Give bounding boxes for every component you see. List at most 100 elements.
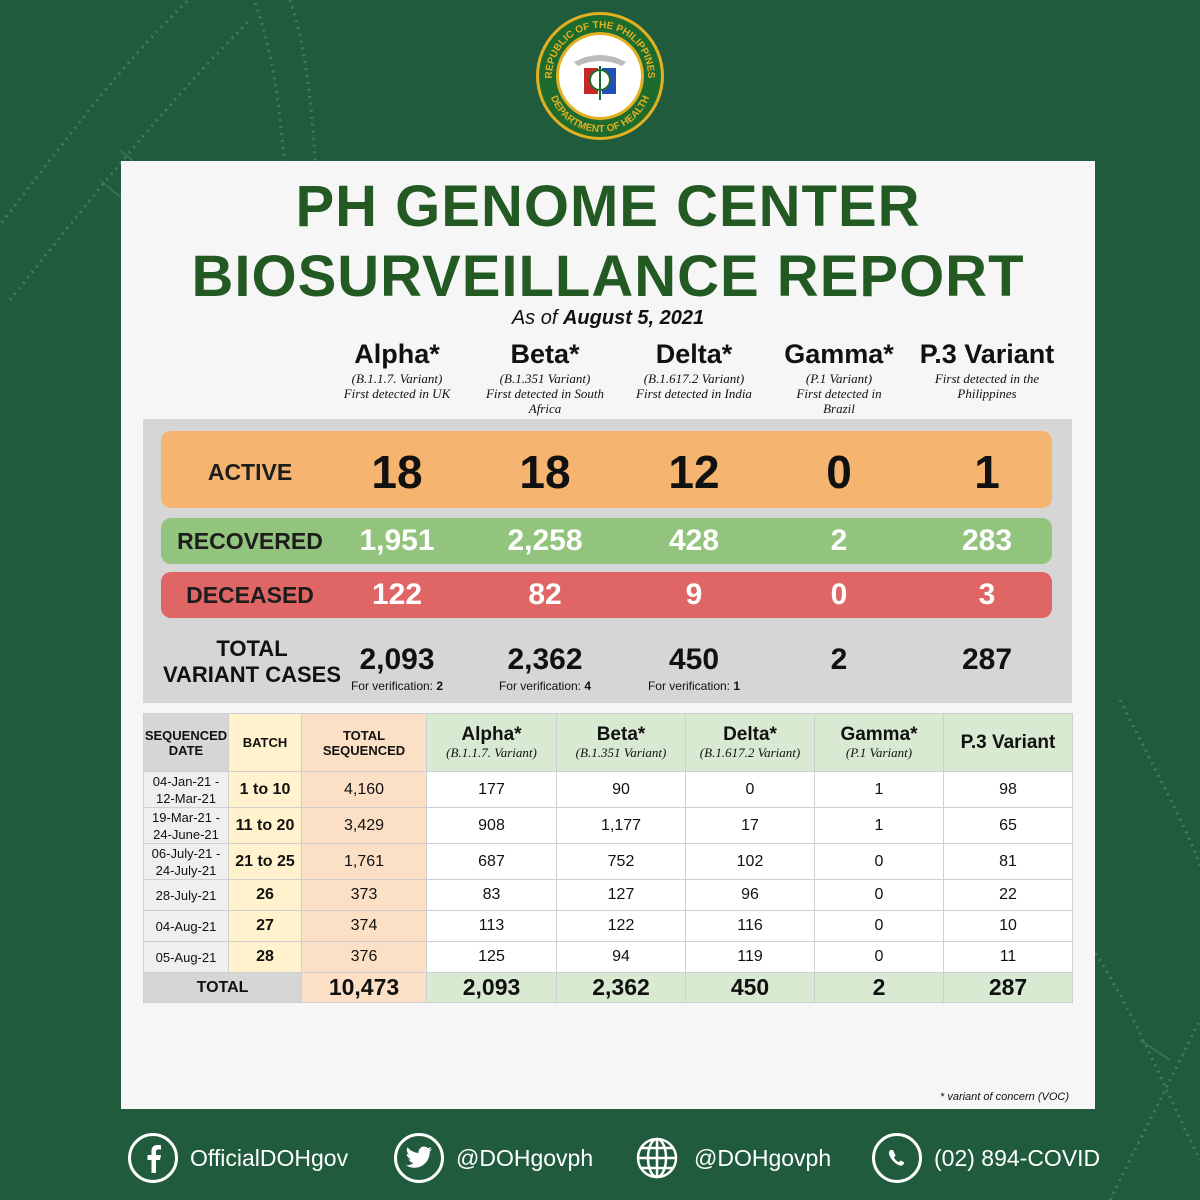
row-batch: 11 to 20 [228, 807, 302, 844]
row-gamma: 0 [814, 879, 944, 911]
active-value: 18 [519, 446, 571, 498]
total-row-beta: 2,362 [556, 972, 686, 1003]
table-row: 28-July-21 26 373 83 127 96 0 22 [143, 879, 1073, 911]
header-sequenced-date: SEQUENCED DATE [143, 713, 229, 772]
row-date: 06-July-21 -24-July-21 [143, 843, 229, 880]
social-facebook[interactable]: OfficialDOHgov [128, 1130, 348, 1186]
row-delta: 17 [685, 807, 815, 844]
social-phone[interactable]: (02) 894-COVID [872, 1130, 1100, 1186]
social-text: @DOHgovph [456, 1144, 594, 1171]
row-delta: 0 [685, 771, 815, 808]
header-alpha: Alpha* (B.1.1.7. Variant) [426, 713, 557, 772]
active-label: ACTIVE [207, 459, 293, 485]
sequencing-table: SEQUENCED DATE BATCH TOTAL SEQUENCED Alpha… [143, 713, 1073, 1003]
globe-icon [632, 1133, 682, 1183]
row-beta: 94 [556, 941, 686, 973]
row-gamma: 0 [814, 910, 944, 942]
verification-count: 2 [436, 679, 444, 693]
social-text: OfficialDOHgov [190, 1144, 349, 1171]
report-title-line1: PH GENOME CENTER [295, 174, 921, 239]
table-row: 19-Mar-21 -24-June-21 11 to 20 3,429 908 1,1… [143, 807, 1073, 844]
row-delta: 119 [685, 941, 815, 973]
verification-note: For verification: 1 [619, 679, 769, 693]
variant-sub: (B.1.1.7. Variant) [351, 371, 443, 386]
recovered-value: 1,951 [359, 524, 435, 557]
row-delta: 116 [685, 910, 815, 942]
row-batch: 26 [228, 879, 302, 911]
row-p3: 65 [943, 807, 1073, 844]
deceased-row: DECEASED 122 82 9 0 3 [161, 572, 1052, 618]
table-row: 06-July-21 -24-July-21 21 to 25 1,761 687 75… [143, 843, 1073, 880]
active-row: ACTIVE 18 18 12 0 1 [161, 431, 1052, 508]
total-row-gamma: 2 [814, 972, 944, 1003]
deceased-value: 0 [830, 578, 848, 611]
total-value: 2,362 [507, 643, 583, 676]
verification-label: For verification: [350, 679, 433, 693]
verification-count: 1 [733, 679, 741, 693]
row-gamma: 0 [814, 941, 944, 973]
variant-sub: First detected in India [636, 386, 752, 401]
variant-name: Alpha* [354, 339, 440, 369]
recovered-value: 2 [830, 524, 848, 557]
as-of-date: As of August 5, 2021 [121, 307, 1095, 330]
doh-seal-logo: REPUBLIC OF THE PHILIPPINES DEPARTMENT O… [536, 12, 664, 140]
social-website[interactable]: @DOHgovph [632, 1130, 831, 1186]
variant-name: Delta* [655, 339, 733, 369]
as-of-prefix: As of [511, 307, 558, 329]
whatsapp-icon [872, 1133, 922, 1183]
row-beta: 1,177 [556, 807, 686, 844]
deceased-value: 9 [685, 578, 703, 611]
row-p3: 10 [943, 910, 1073, 942]
row-alpha: 113 [426, 910, 557, 942]
table-row: 04-Aug-21 27 374 113 122 116 0 10 [143, 910, 1073, 942]
row-delta: 96 [685, 879, 815, 911]
total-variant-cases-label: TOTAL VARIANT CASES [143, 636, 361, 688]
variant-sub: Brazil [823, 401, 855, 416]
row-batch: 28 [228, 941, 302, 973]
summary-panel: ACTIVE 18 18 12 0 1 RECOVERED 1,951 2,25… [143, 419, 1072, 703]
active-value: 12 [668, 446, 720, 498]
twitter-icon [394, 1133, 444, 1183]
variant-header-delta: Delta* (B.1.617.2 Variant) First detecte… [619, 337, 769, 401]
row-total-sequenced: 1,761 [301, 843, 427, 880]
row-beta: 752 [556, 843, 686, 880]
row-total-sequenced: 3,429 [301, 807, 427, 844]
deceased-value: 82 [528, 578, 562, 611]
total-value: 2 [830, 643, 848, 676]
active-value: 18 [371, 446, 423, 498]
row-p3: 81 [943, 843, 1073, 880]
header-batch: BATCH [228, 713, 302, 772]
row-beta: 122 [556, 910, 686, 942]
row-alpha: 125 [426, 941, 557, 973]
row-delta: 102 [685, 843, 815, 880]
row-total-sequenced: 4,160 [301, 771, 427, 808]
variant-sub: Philippines [957, 386, 1017, 401]
header-beta: Beta* (B.1.351 Variant) [556, 713, 686, 772]
variant-name: P.3 Variant [919, 339, 1055, 369]
total-row-delta: 450 [685, 972, 815, 1003]
variant-sub: (B.1.617.2 Variant) [643, 371, 745, 386]
total-row-alpha: 2,093 [426, 972, 557, 1003]
table-total-row: TOTAL 10,473 2,093 2,362 450 2 287 [143, 972, 1073, 1003]
variant-sub: First detected in the [934, 371, 1040, 386]
row-total-sequenced: 376 [301, 941, 427, 973]
recovered-value: 428 [668, 524, 720, 557]
row-total-sequenced: 374 [301, 910, 427, 942]
total-row-sequenced: 10,473 [301, 972, 427, 1003]
total-row-label: TOTAL [143, 972, 302, 1003]
facebook-icon [128, 1133, 178, 1183]
social-text: (02) 894-COVID [934, 1144, 1101, 1171]
variant-sub: (B.1.351 Variant) [499, 371, 591, 386]
deceased-value: 122 [371, 578, 423, 611]
footnote: * variant of concern (VOC) [940, 1091, 1069, 1103]
row-p3: 22 [943, 879, 1073, 911]
variant-sub: First detected in [796, 386, 882, 401]
header-p3: P.3 Variant [943, 713, 1073, 772]
table-row: 04-Jan-21 -12-Mar-21 1 to 10 4,160 177 90 0 1 9… [143, 771, 1073, 808]
recovered-row: RECOVERED 1,951 2,258 428 2 283 [161, 518, 1052, 564]
variant-sub: First detected in UK [343, 386, 451, 401]
deceased-label: DECEASED [186, 582, 314, 608]
recovered-value: 2,258 [507, 524, 583, 557]
social-twitter[interactable]: @DOHgovph [394, 1130, 593, 1186]
variant-sub: Africa [528, 401, 562, 416]
